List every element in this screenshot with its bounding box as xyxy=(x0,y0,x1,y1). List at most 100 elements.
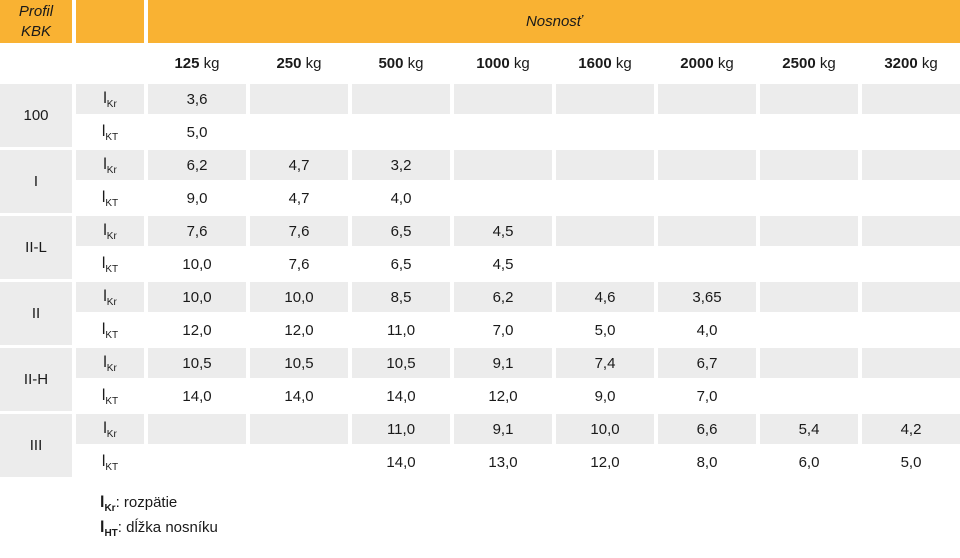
profile-header-line1: Profil xyxy=(18,3,54,20)
table-row-II-L-kr: II-L lKr 7,6 7,6 6,5 4,5 xyxy=(0,216,960,279)
row-symbol-kt: lKT xyxy=(76,315,144,345)
symbol-l-kr: lKr xyxy=(103,288,117,308)
row-symbol-kr: lKr xyxy=(76,348,144,378)
symbol-l-kr-base: l xyxy=(103,354,107,371)
row-symbol-kr: lKr xyxy=(76,282,144,312)
value-cell: 9,0 xyxy=(186,189,208,207)
value-cell: 10,5 xyxy=(250,348,348,378)
value-cell xyxy=(454,183,552,213)
table-row-III-kt: lKT 14,0 13,0 12,0 8,0 6,0 5,0 xyxy=(0,447,960,477)
symbol-l-kt: lKT xyxy=(101,123,118,143)
value-cell: 6,5 xyxy=(390,255,412,273)
value-cell xyxy=(556,117,654,147)
value-cell xyxy=(556,84,654,114)
symbol-l-kr-sub: Kr xyxy=(106,231,117,242)
capacity-value: 2500 xyxy=(782,55,816,72)
capacity-value: 1600 xyxy=(578,55,612,72)
value-cell: 12,0 xyxy=(590,453,620,471)
value-cell xyxy=(148,447,246,477)
value-cell: 7,6 xyxy=(148,216,246,246)
symbol-l-kr-base: l xyxy=(103,90,107,107)
legend-item-1: lHT: dĺžka nosníku xyxy=(100,519,960,539)
value-cell: 4,6 xyxy=(556,282,654,312)
value-cell xyxy=(352,84,450,114)
value-cell xyxy=(454,150,552,180)
capacity-value: 2000 xyxy=(680,55,714,72)
symbol-l-kr: lKr xyxy=(103,222,117,242)
value-cell: 6,6 xyxy=(658,414,756,444)
capacity-unit: kg xyxy=(199,55,220,72)
value-cell: 6,5 xyxy=(352,216,450,246)
symbol-l-kt-sub: KT xyxy=(105,198,119,209)
capacity-unit: kg xyxy=(403,55,424,72)
value-cell: 3,65 xyxy=(658,282,756,312)
legend-symbol-1: lHT xyxy=(100,519,118,539)
symbol-l-kt: lKT xyxy=(102,387,118,407)
capacity-header-250: 250 kg xyxy=(250,46,348,81)
value-cell: 3,6 xyxy=(148,84,246,114)
legend-symbol-0-sub: Kr xyxy=(104,503,116,514)
value-cell: 5,0 xyxy=(900,453,922,471)
value-cell: 5,4 xyxy=(760,414,858,444)
capacity-header-125: 125 kg xyxy=(148,46,246,81)
value-cell: 7,6 xyxy=(288,255,310,273)
profile-label-II-L: II-L xyxy=(0,216,72,279)
value-cell xyxy=(454,117,552,147)
value-cell xyxy=(760,381,858,411)
value-cell: 10,0 xyxy=(148,282,246,312)
symbol-l-kr: lKr xyxy=(103,354,117,374)
row-symbol-kr: lKr xyxy=(76,216,144,246)
capacity-unit: kg xyxy=(611,55,632,72)
legend-symbol-1-sub: HT xyxy=(104,528,118,539)
value-cell xyxy=(658,117,756,147)
value-cell: 9,1 xyxy=(454,348,552,378)
value-cell xyxy=(862,282,960,312)
value-cell: 4,0 xyxy=(390,189,412,207)
value-cell: 4,7 xyxy=(288,189,310,207)
legend-symbol-0-base: l xyxy=(100,494,105,511)
value-cell: 4,2 xyxy=(862,414,960,444)
table-row-II-L-kt: lKT 10,0 7,6 6,5 4,5 xyxy=(0,249,960,279)
value-cell xyxy=(760,84,858,114)
value-cell: 7,0 xyxy=(696,387,718,405)
symbol-l-kt-sub: KT xyxy=(105,462,119,473)
legend-symbol-1-base: l xyxy=(100,519,105,536)
capacity-header-1000: 1000 kg xyxy=(454,46,552,81)
value-cell: 5,0 xyxy=(594,321,616,339)
capacity-header-500: 500 kg xyxy=(352,46,450,81)
profile-label-100: 100 xyxy=(0,84,72,147)
symbol-l-kr-base: l xyxy=(103,420,107,437)
value-cell xyxy=(862,117,960,147)
value-cell: 11,0 xyxy=(386,321,416,339)
profile-column-header: Profil KBK xyxy=(0,0,72,43)
capacity-unit: kg xyxy=(301,55,322,72)
table-title-row: Profil KBK Nosnosť xyxy=(0,0,960,43)
row-symbol-kr: lKr xyxy=(76,84,144,114)
value-cell xyxy=(250,447,348,477)
capacity-unit: kg xyxy=(917,55,938,72)
value-cell: 6,2 xyxy=(148,150,246,180)
value-cell xyxy=(658,150,756,180)
value-cell xyxy=(760,249,858,279)
symbol-l-kr-sub: Kr xyxy=(106,429,117,440)
capacity-header-spacer-profile xyxy=(0,46,72,81)
value-cell: 7,6 xyxy=(250,216,348,246)
capacity-unit: kg xyxy=(713,55,734,72)
value-cell: 12,0 xyxy=(182,321,212,339)
value-cell: 4,5 xyxy=(454,216,552,246)
value-cell: 4,0 xyxy=(696,321,718,339)
symbol-l-kr: lKr xyxy=(103,90,117,110)
legend-text-1: : dĺžka nosníku xyxy=(117,519,218,536)
value-cell: 7,0 xyxy=(492,321,514,339)
table-row-I-kt: lKT 9,0 4,7 4,0 xyxy=(0,183,960,213)
value-cell xyxy=(862,84,960,114)
value-cell: 10,0 xyxy=(250,282,348,312)
symbol-l-kt-base: l xyxy=(101,123,106,140)
table-row-II-H-kr: II-H lKr 10,5 10,5 10,5 9,1 7,4 6,7 xyxy=(0,348,960,411)
value-cell xyxy=(862,315,960,345)
row-symbol-kr: lKr xyxy=(76,150,144,180)
legend-symbol-0: lKr xyxy=(100,494,116,514)
capacity-header-3200: 3200 kg xyxy=(862,46,960,81)
value-cell: 4,5 xyxy=(492,255,514,273)
value-cell: 3,2 xyxy=(352,150,450,180)
